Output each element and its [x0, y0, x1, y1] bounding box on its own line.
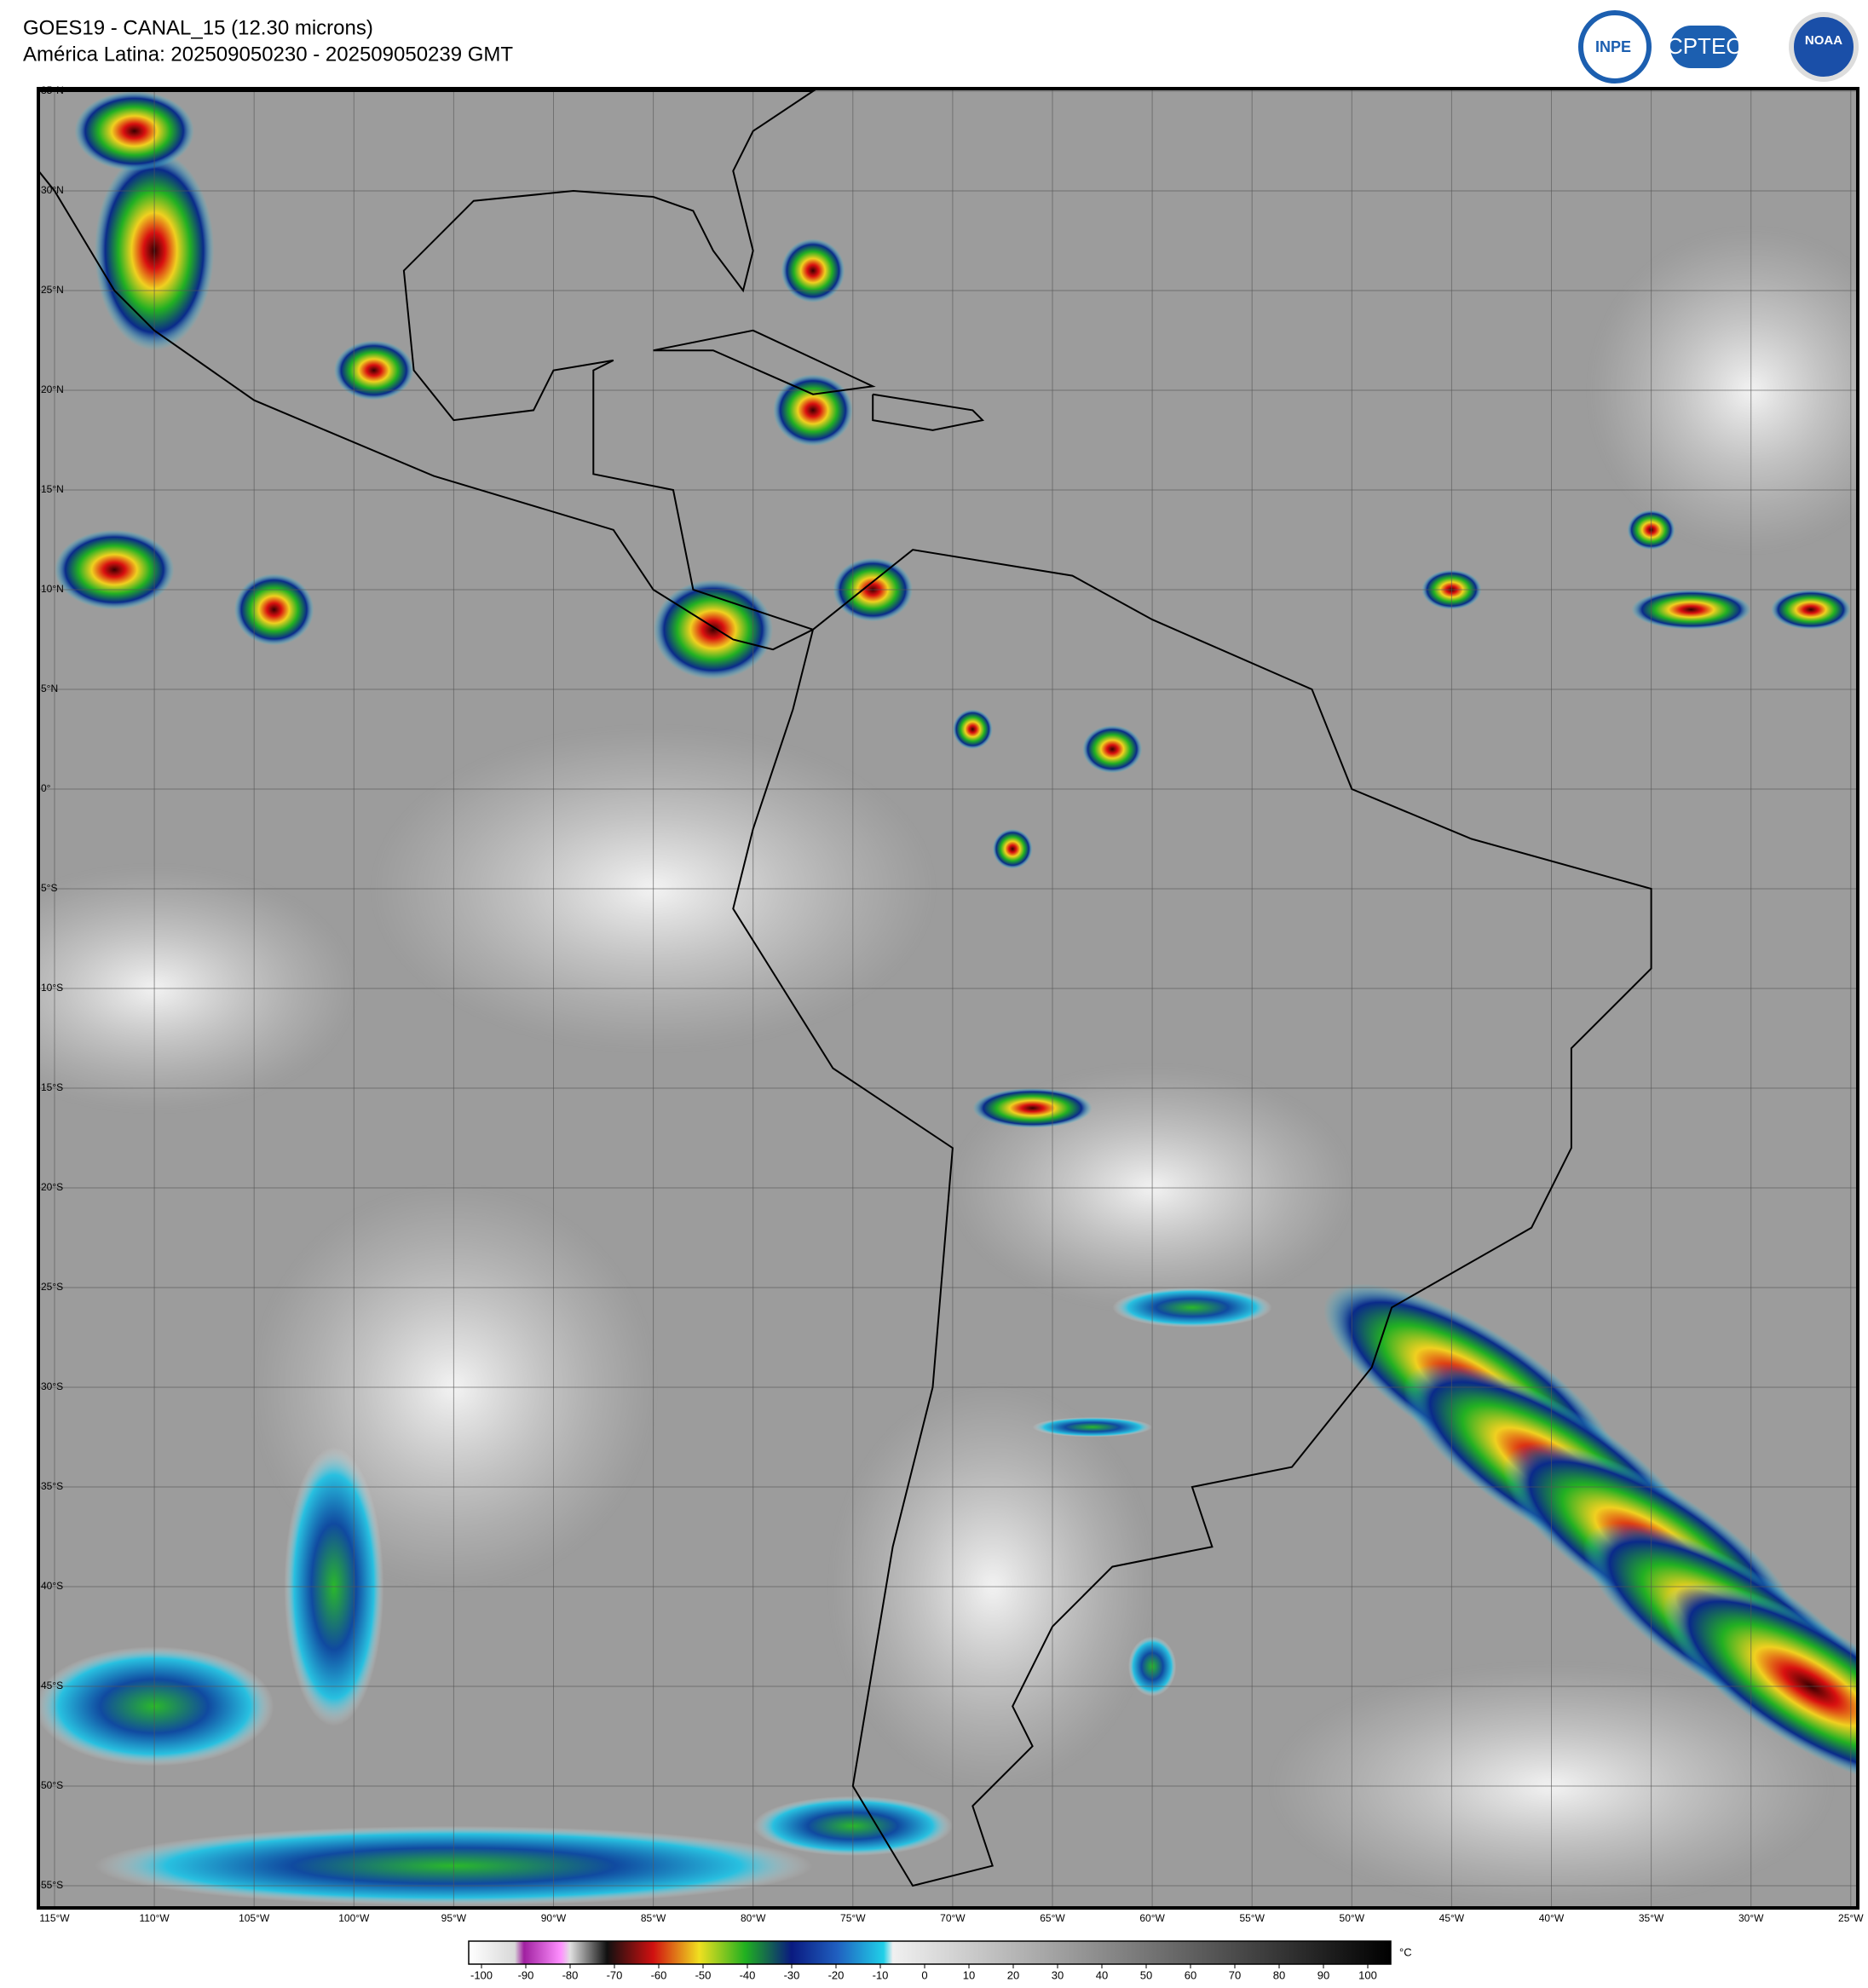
- convective-cloud: [993, 829, 1033, 869]
- colorbar-tick-label: 20: [1007, 1968, 1019, 1981]
- colorbar-tick-label: 80: [1273, 1968, 1285, 1981]
- lon-label: 75°W: [840, 1912, 866, 1924]
- convective-cloud: [781, 239, 845, 303]
- colorbar-tick-label: -50: [695, 1968, 712, 1981]
- convective-cloud: [1771, 590, 1851, 630]
- lon-label: 45°W: [1439, 1912, 1465, 1924]
- cptec-text: CPTEC: [1667, 33, 1742, 59]
- convective-cloud: [1082, 725, 1142, 773]
- convective-cloud: [234, 573, 314, 645]
- convective-cloud: [1631, 590, 1750, 630]
- lat-label: 35°N: [41, 84, 64, 96]
- colorbar-tick-label: -40: [740, 1968, 756, 1981]
- colorbar-tick-label: -60: [651, 1968, 667, 1981]
- cold-cloud: [1112, 1288, 1271, 1328]
- lat-label: 10°N: [41, 583, 64, 595]
- colorbar-tick-label: -30: [784, 1968, 800, 1981]
- lat-label: 40°S: [41, 1580, 63, 1592]
- noaa-text: NOAA: [1805, 33, 1842, 48]
- lon-label: 110°W: [139, 1912, 170, 1924]
- lon-label: 30°W: [1738, 1912, 1764, 1924]
- lat-label: 5°N: [41, 683, 58, 694]
- colorbar-tick-label: -10: [873, 1968, 889, 1981]
- lat-label: 50°S: [41, 1779, 63, 1791]
- inpe-text: INPE: [1595, 38, 1631, 55]
- colorbar-tick-label: 30: [1052, 1968, 1064, 1981]
- lon-label: 95°W: [441, 1912, 467, 1924]
- convective-cloud: [74, 91, 193, 171]
- satellite-image: [0, 89, 1868, 1908]
- colorbar-tick-label: -20: [828, 1968, 845, 1981]
- lat-label: 10°S: [41, 982, 63, 994]
- convective-cloud: [773, 374, 853, 446]
- logos: INPE CPTEC NOAA: [1581, 13, 1856, 81]
- lon-label: 40°W: [1539, 1912, 1565, 1924]
- lat-label: 55°S: [41, 1879, 63, 1891]
- lon-label: 115°W: [39, 1912, 70, 1924]
- lon-label: 85°W: [641, 1912, 666, 1924]
- convective-cloud: [654, 579, 773, 679]
- lat-label: 0°: [41, 782, 51, 794]
- lat-label: 15°N: [41, 483, 64, 495]
- lat-label: 15°S: [41, 1081, 63, 1093]
- lon-label: 65°W: [1040, 1912, 1065, 1924]
- lat-label: 20°N: [41, 383, 64, 395]
- colorbar-tick-label: -80: [562, 1968, 579, 1981]
- lat-label: 30°S: [41, 1380, 63, 1392]
- lon-label: 100°W: [338, 1912, 370, 1924]
- lon-label: 60°W: [1139, 1912, 1165, 1924]
- subtitle: América Latina: 202509050230 - 202509050…: [23, 43, 513, 66]
- lon-label: 80°W: [741, 1912, 766, 1924]
- lat-label: 20°S: [41, 1181, 63, 1193]
- lon-label: 90°W: [541, 1912, 567, 1924]
- lon-label: 55°W: [1239, 1912, 1265, 1924]
- lon-label: 50°W: [1340, 1912, 1365, 1924]
- convective-cloud: [953, 709, 993, 749]
- lon-label: 25°W: [1838, 1912, 1864, 1924]
- lat-label: 25°N: [41, 284, 64, 296]
- lon-label: 35°W: [1639, 1912, 1664, 1924]
- colorbar-tick-label: -70: [607, 1968, 623, 1981]
- colorbar: [469, 1941, 1391, 1964]
- colorbar-tick-label: 100: [1358, 1968, 1377, 1981]
- lat-label: 35°S: [41, 1480, 63, 1492]
- colorbar-tick-label: 60: [1185, 1968, 1196, 1981]
- lat-label: 45°S: [41, 1680, 63, 1691]
- colorbar-tick-label: -90: [518, 1968, 534, 1981]
- lat-label: 5°S: [41, 882, 57, 894]
- convective-cloud: [334, 341, 414, 400]
- convective-cloud: [972, 1088, 1092, 1128]
- lon-label: 70°W: [940, 1912, 966, 1924]
- colorbar-tick-label: 40: [1096, 1968, 1108, 1981]
- colorbar-tick-label: 90: [1317, 1968, 1329, 1981]
- convective-cloud: [55, 530, 174, 610]
- colorbar-tick-label: 70: [1229, 1968, 1241, 1981]
- title: GOES19 - CANAL_15 (12.30 microns): [23, 16, 373, 39]
- colorbar-tick-label: 10: [963, 1968, 975, 1981]
- lat-label: 25°S: [41, 1281, 63, 1293]
- lon-label: 105°W: [239, 1912, 270, 1924]
- colorbar-unit: °C: [1399, 1945, 1412, 1958]
- colorbar-tick-label: 50: [1140, 1968, 1152, 1981]
- colorbar-tick-label: -100: [470, 1968, 493, 1981]
- cold-cloud: [1033, 1417, 1152, 1437]
- colorbar-tick-label: 0: [921, 1968, 927, 1981]
- lat-label: 30°N: [41, 184, 64, 196]
